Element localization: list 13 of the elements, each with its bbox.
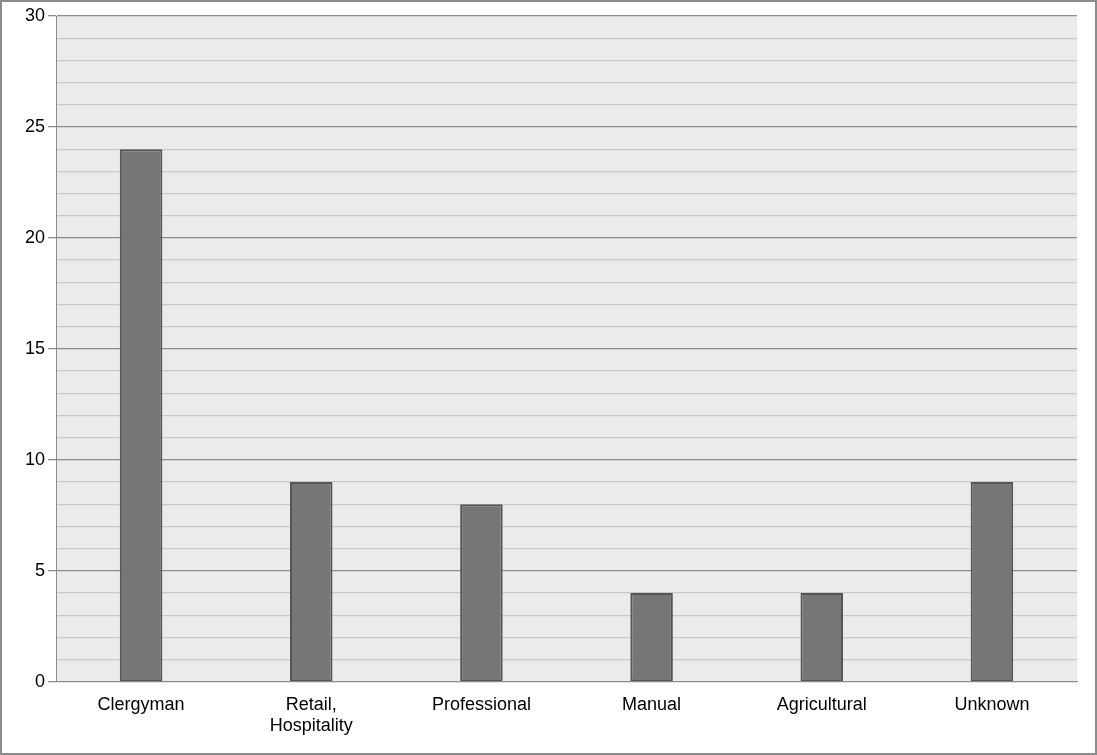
y-tick-label: 20 xyxy=(24,226,46,247)
x-tick-label: Unknown xyxy=(954,693,1030,714)
y-tick-label: 25 xyxy=(24,115,46,136)
x-tick-label: Manual xyxy=(622,693,682,714)
y-tick-label: 10 xyxy=(24,448,46,469)
x-tick-label: Agricultural xyxy=(776,693,867,714)
x-tick-label: Professional xyxy=(431,693,531,714)
y-tick-label: 15 xyxy=(24,337,46,358)
y-tick-label: 5 xyxy=(35,559,46,580)
y-tick-label: 0 xyxy=(35,670,46,691)
x-tick-label: Retail, Hospitality xyxy=(269,693,353,736)
x-tick-label: Clergyman xyxy=(97,693,185,714)
y-tick-label: 30 xyxy=(24,4,46,25)
